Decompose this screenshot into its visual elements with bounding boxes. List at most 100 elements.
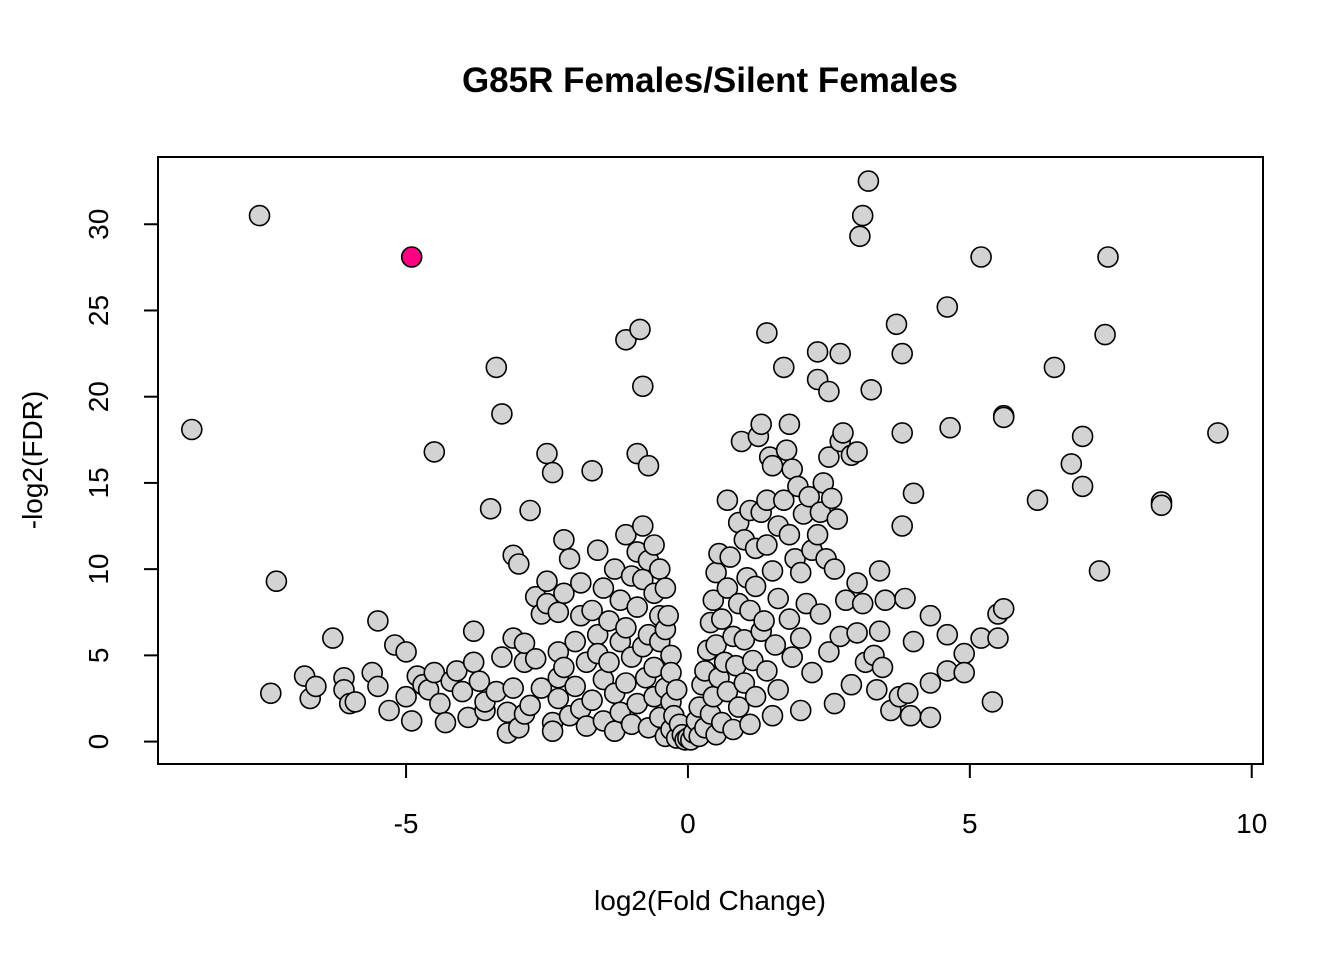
data-point — [248, 204, 271, 227]
data-point — [823, 692, 846, 715]
data-point — [789, 627, 812, 649]
data-point — [846, 441, 868, 463]
data-point — [592, 577, 615, 599]
data-point — [857, 170, 880, 192]
data-point — [896, 682, 919, 705]
data-point — [953, 642, 976, 665]
data-point — [891, 422, 914, 444]
data-point — [953, 661, 976, 684]
data-point — [519, 694, 541, 717]
data-point — [643, 534, 665, 556]
y-tick-label: 30 — [83, 209, 114, 240]
data-point — [899, 704, 922, 727]
data-point — [767, 678, 790, 701]
data-point — [1043, 356, 1066, 379]
data-point — [818, 380, 840, 403]
data-point — [885, 313, 908, 336]
x-axis-label: log2(Fold Change) — [594, 885, 826, 916]
data-point — [367, 675, 389, 698]
data-point — [716, 577, 739, 599]
data-point — [744, 685, 767, 708]
data-point — [615, 616, 637, 639]
data-point — [871, 656, 894, 679]
y-axis: 0 5 10 15 20 25 30 — [83, 209, 159, 750]
data-point — [181, 418, 203, 441]
data-point — [434, 711, 457, 734]
data-point — [756, 322, 778, 344]
data-point — [631, 515, 654, 537]
data-point — [778, 608, 801, 630]
data-point — [536, 570, 558, 593]
data-point — [987, 627, 1009, 649]
data-point — [581, 459, 603, 482]
data-point — [1094, 323, 1116, 346]
highlighted-points — [400, 246, 423, 268]
data-point — [423, 661, 446, 684]
data-point — [710, 608, 733, 630]
data-point — [564, 630, 587, 653]
data-point — [637, 454, 660, 477]
data-point — [851, 592, 874, 615]
data-point — [919, 706, 942, 729]
data-point — [524, 647, 547, 670]
data-point — [558, 547, 581, 570]
y-tick-label: 10 — [83, 554, 114, 585]
data-point — [753, 610, 775, 632]
data-point — [809, 603, 832, 625]
data-point — [462, 620, 485, 643]
data-point — [716, 680, 739, 703]
y-tick-label: 0 — [83, 734, 114, 750]
data-point — [1060, 453, 1083, 475]
data-point — [536, 442, 558, 465]
data-point — [846, 622, 868, 644]
data-point — [716, 489, 739, 512]
data-point — [423, 441, 446, 463]
highlighted-point — [400, 246, 423, 268]
data-point — [547, 601, 570, 624]
data-point — [936, 296, 959, 318]
data-point — [581, 599, 603, 622]
data-point — [970, 246, 992, 268]
data-point — [744, 575, 767, 598]
data-point — [778, 523, 801, 546]
data-point — [818, 446, 840, 468]
data-point — [491, 403, 513, 425]
x-tick-label: 0 — [680, 808, 696, 839]
data-point — [305, 675, 327, 698]
data-point — [806, 341, 829, 363]
data-point — [829, 342, 852, 365]
data-point — [761, 704, 784, 727]
data-point — [902, 482, 925, 505]
y-tick-label: 25 — [83, 295, 114, 326]
data-point — [1088, 560, 1111, 582]
data-point — [860, 378, 883, 401]
data-point — [733, 628, 756, 651]
data-point — [705, 634, 727, 656]
data-point — [902, 630, 925, 653]
data-point — [775, 439, 798, 462]
data-point — [665, 678, 688, 701]
data-point — [541, 720, 564, 743]
data-point — [806, 523, 829, 546]
data-point — [727, 696, 750, 718]
data-point — [265, 570, 288, 593]
data-point — [919, 672, 942, 694]
data-point — [631, 375, 654, 398]
data-point — [553, 582, 575, 605]
data-point — [772, 356, 795, 379]
y-tick-label: 15 — [83, 467, 114, 498]
data-point — [919, 604, 942, 627]
data-point — [615, 672, 637, 694]
data-point — [479, 497, 502, 520]
data-point — [581, 689, 603, 712]
data-point — [321, 627, 344, 649]
data-point — [772, 489, 795, 512]
data-point — [1071, 475, 1094, 498]
data-point — [547, 687, 570, 710]
data-point — [1097, 246, 1119, 268]
data-point — [451, 680, 474, 703]
data-point — [818, 641, 840, 663]
y-tick-label: 20 — [83, 381, 114, 412]
data-point — [657, 604, 680, 627]
data-point — [485, 356, 508, 379]
